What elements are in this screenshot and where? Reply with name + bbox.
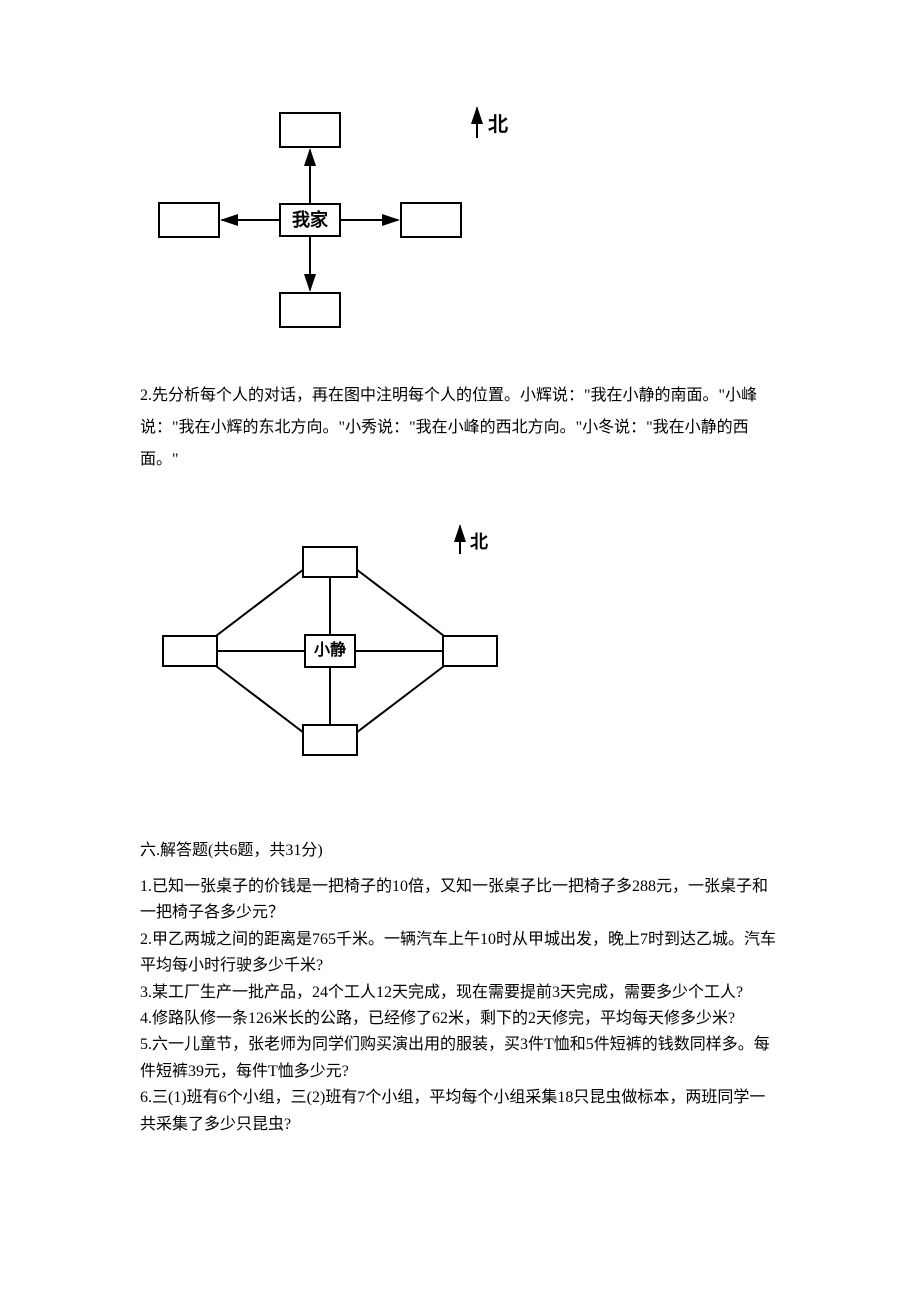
d2-box-west — [162, 635, 218, 667]
q2: 2.甲乙两城之间的距离是765千米。一辆汽车上午10时从甲城出发，晚上7时到达乙… — [140, 927, 780, 980]
question-list: 1.已知一张桌子的价钱是一把椅子的10倍，又知一张桌子比一把椅子多288元，一张… — [140, 874, 780, 1138]
north-label-1: 北 — [488, 108, 508, 137]
q3: 3.某工厂生产一批产品，24个工人12天完成，现在需要提前3天完成，需要多少个工… — [140, 980, 780, 1006]
q6: 6.三(1)班有6个小组，三(2)班有7个小组，平均每个小组采集18只昆虫做标本… — [140, 1085, 780, 1138]
box-south — [279, 292, 341, 328]
center-box-home: 我家 — [279, 203, 341, 237]
q1: 1.已知一张桌子的价钱是一把椅子的10倍，又知一张桌子比一把椅子多288元，一张… — [140, 874, 780, 927]
d2-box-south — [302, 724, 358, 756]
q4: 4.修路队修一条126米长的公路，已经修了62米，剩下的2天修完，平均每天修多少… — [140, 1006, 780, 1032]
question-2-text: 2.先分析每个人的对话，再在图中注明每个人的位置。小辉说："我在小静的南面。"小… — [140, 380, 780, 476]
section-6-title: 六.解答题(共6题，共31分) — [140, 836, 780, 860]
box-west — [158, 202, 220, 238]
d2-box-east — [442, 635, 498, 667]
diagram-directions-home: 我家 北 — [140, 90, 540, 340]
box-east — [400, 202, 462, 238]
d2-box-north — [302, 546, 358, 578]
box-north — [279, 112, 341, 148]
page-content: 我家 北 2.先分析每个人的对话，再在图中注明每个人的位置。小辉说："我在小静的… — [0, 0, 920, 1198]
center-box-xiaojing: 小静 — [304, 634, 356, 668]
q5: 5.六一儿童节，张老师为同学们购买演出用的服装，买3件T恤和5件短裤的钱数同样多… — [140, 1032, 780, 1085]
north-label-2: 北 — [470, 528, 488, 554]
diagram-directions-people: 小静 北 — [140, 506, 540, 796]
